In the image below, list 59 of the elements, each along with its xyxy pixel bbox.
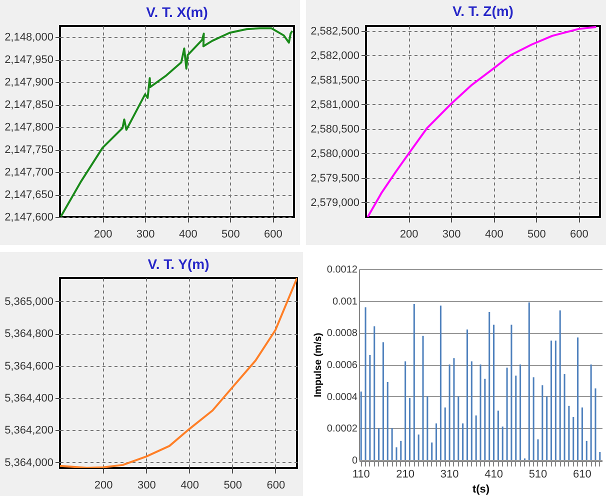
y-tick-label: 2,147,600	[4, 212, 54, 224]
x-tick-label: 210	[396, 468, 414, 480]
x-tick-label: 200	[400, 228, 418, 240]
y-tick-label: 2,147,700	[4, 166, 54, 179]
y-tick-label: 2,579,000	[310, 196, 360, 209]
y-tick-label: 0.001	[332, 296, 358, 308]
x-tick-label: 500	[528, 228, 546, 240]
x-tick-label: 500	[222, 228, 240, 240]
y-tick-label: 5,364,000	[4, 456, 54, 469]
x-tick-label: 300	[138, 480, 156, 492]
y-tick-label: 0	[352, 456, 358, 466]
y-tick-label: 0.0004	[326, 392, 358, 403]
y-tick-label: 0.0006	[326, 360, 358, 371]
y-tick-label: 2,580,500	[310, 123, 360, 136]
y-tick-label: 2,580,000	[310, 148, 360, 160]
y-axis-title: Impulse (m/s)	[312, 332, 324, 398]
y-tick-label: 2,582,500	[310, 25, 360, 38]
x-tick-label: 200	[94, 228, 112, 240]
y-tick-label: 5,364,800	[4, 328, 54, 340]
x-tick-label: 600	[570, 228, 588, 240]
y-tick-label: 2,148,000	[4, 32, 54, 44]
y-tick-label: 2,147,650	[4, 189, 54, 202]
y-tick-label: 2,579,500	[310, 172, 360, 184]
x-tick-label: 610	[573, 468, 592, 480]
x-tick-label: 110	[352, 468, 370, 480]
y-tick-label: 0.0012	[326, 264, 358, 276]
x-tick-label: 200	[94, 480, 113, 492]
y-tick-label: 2,147,800	[4, 122, 54, 134]
y-tick-label: 2,581,500	[310, 74, 360, 86]
x-tick-label: 400	[178, 228, 198, 240]
y-tick-label: 2,147,900	[4, 76, 54, 89]
line-series	[366, 26, 598, 217]
x-axis-title: t(s)	[472, 484, 490, 496]
x-tick-label: 400	[180, 480, 199, 492]
line-series	[60, 27, 294, 217]
y-tick-label: 0.0002	[326, 424, 358, 435]
y-tick-label: 5,364,600	[4, 360, 54, 372]
chart-title: V. T. X(m)	[146, 4, 208, 20]
chart-title: V. T. Z(m)	[452, 2, 514, 19]
x-tick-label: 510	[528, 468, 548, 480]
y-tick-label: 2,581,000	[310, 98, 360, 111]
y-tick-label: 2,147,750	[4, 144, 54, 156]
x-tick-label: 300	[442, 228, 461, 240]
y-tick-label: 5,364,400	[4, 392, 54, 404]
y-tick-label: 5,365,000	[4, 296, 54, 308]
x-tick-label: 500	[224, 480, 242, 492]
x-tick-label: 410	[484, 468, 503, 480]
x-tick-label: 300	[136, 228, 155, 240]
x-tick-label: 600	[266, 480, 286, 492]
y-tick-label: 2,147,850	[4, 99, 54, 112]
y-tick-label: 0.0008	[326, 328, 358, 340]
x-tick-label: 310	[440, 468, 459, 480]
y-tick-label: 5,364,200	[4, 424, 54, 437]
chart-title: V. T. Y(m)	[148, 256, 210, 272]
y-tick-label: 2,582,000	[310, 50, 360, 62]
x-tick-label: 600	[264, 228, 282, 240]
line-series	[60, 278, 297, 468]
x-tick-label: 400	[484, 228, 504, 240]
y-tick-label: 2,147,950	[4, 54, 54, 66]
